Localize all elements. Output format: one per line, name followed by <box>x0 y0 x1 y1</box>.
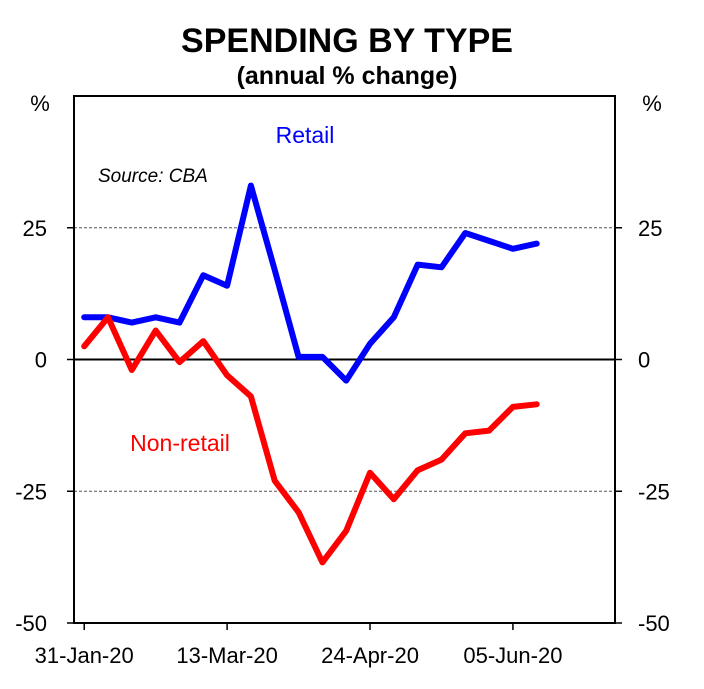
right-tick-label: 0 <box>638 348 650 373</box>
left-tick-label: 25 <box>23 216 47 241</box>
left-axis-unit: % <box>30 91 50 116</box>
series-label-retail: Retail <box>276 122 335 148</box>
left-tick-label: -25 <box>15 479 47 504</box>
right-tick-label: 25 <box>638 216 662 241</box>
chart-title: SPENDING BY TYPE <box>181 22 513 60</box>
gridlines <box>74 227 615 492</box>
chart-subtitle: (annual % change) <box>237 62 458 90</box>
series-line-retail <box>81 182 540 384</box>
source-note: Source: CBA <box>98 166 208 187</box>
x-tick-label: 13-Mar-20 <box>176 643 277 668</box>
x-tick-label: 31-Jan-20 <box>35 643 134 668</box>
axis-ticks: 25 25 0 0 -25 -25 -50 -50 31-Jan-20 13-Mar-20 24-A… <box>15 216 670 668</box>
series-label-non-retail: Non-retail <box>130 430 230 456</box>
x-tick-label: 05-Jun-20 <box>463 643 562 668</box>
series-lines <box>81 182 540 566</box>
left-tick-label: -50 <box>15 611 47 636</box>
x-tick-label: 24-Apr-20 <box>321 643 419 668</box>
right-axis-unit: % <box>642 91 662 116</box>
left-tick-label: 0 <box>35 348 47 373</box>
series-line-non-retail <box>81 314 540 566</box>
right-tick-label: -25 <box>638 479 670 504</box>
right-tick-label: -50 <box>638 611 670 636</box>
